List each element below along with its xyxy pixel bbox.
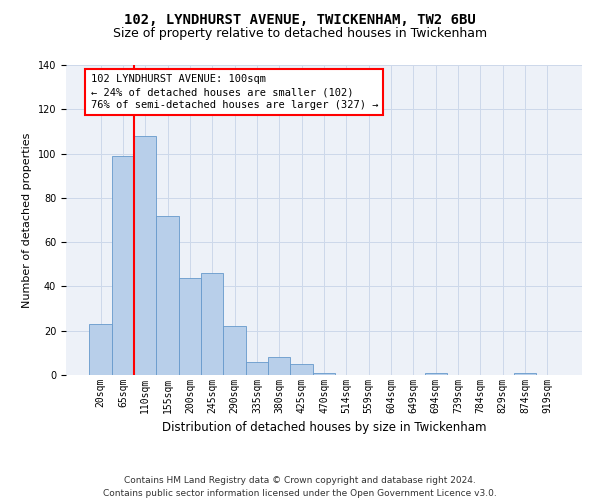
Bar <box>157 216 179 375</box>
Text: 102, LYNDHURST AVENUE, TWICKENHAM, TW2 6BU: 102, LYNDHURST AVENUE, TWICKENHAM, TW2 6… <box>124 12 476 26</box>
Text: 102 LYNDHURST AVENUE: 100sqm
← 24% of detached houses are smaller (102)
76% of s: 102 LYNDHURST AVENUE: 100sqm ← 24% of de… <box>91 74 378 110</box>
Bar <box>179 278 201 375</box>
Bar <box>290 364 313 375</box>
Bar <box>134 136 157 375</box>
Bar <box>425 373 447 375</box>
Text: Contains HM Land Registry data © Crown copyright and database right 2024.
Contai: Contains HM Land Registry data © Crown c… <box>103 476 497 498</box>
Bar <box>89 324 112 375</box>
Bar <box>223 326 246 375</box>
Bar <box>268 358 290 375</box>
Bar <box>201 273 223 375</box>
Bar <box>246 362 268 375</box>
Text: Size of property relative to detached houses in Twickenham: Size of property relative to detached ho… <box>113 28 487 40</box>
Bar <box>313 373 335 375</box>
Bar <box>514 373 536 375</box>
X-axis label: Distribution of detached houses by size in Twickenham: Distribution of detached houses by size … <box>162 422 486 434</box>
Y-axis label: Number of detached properties: Number of detached properties <box>22 132 32 308</box>
Bar <box>112 156 134 375</box>
